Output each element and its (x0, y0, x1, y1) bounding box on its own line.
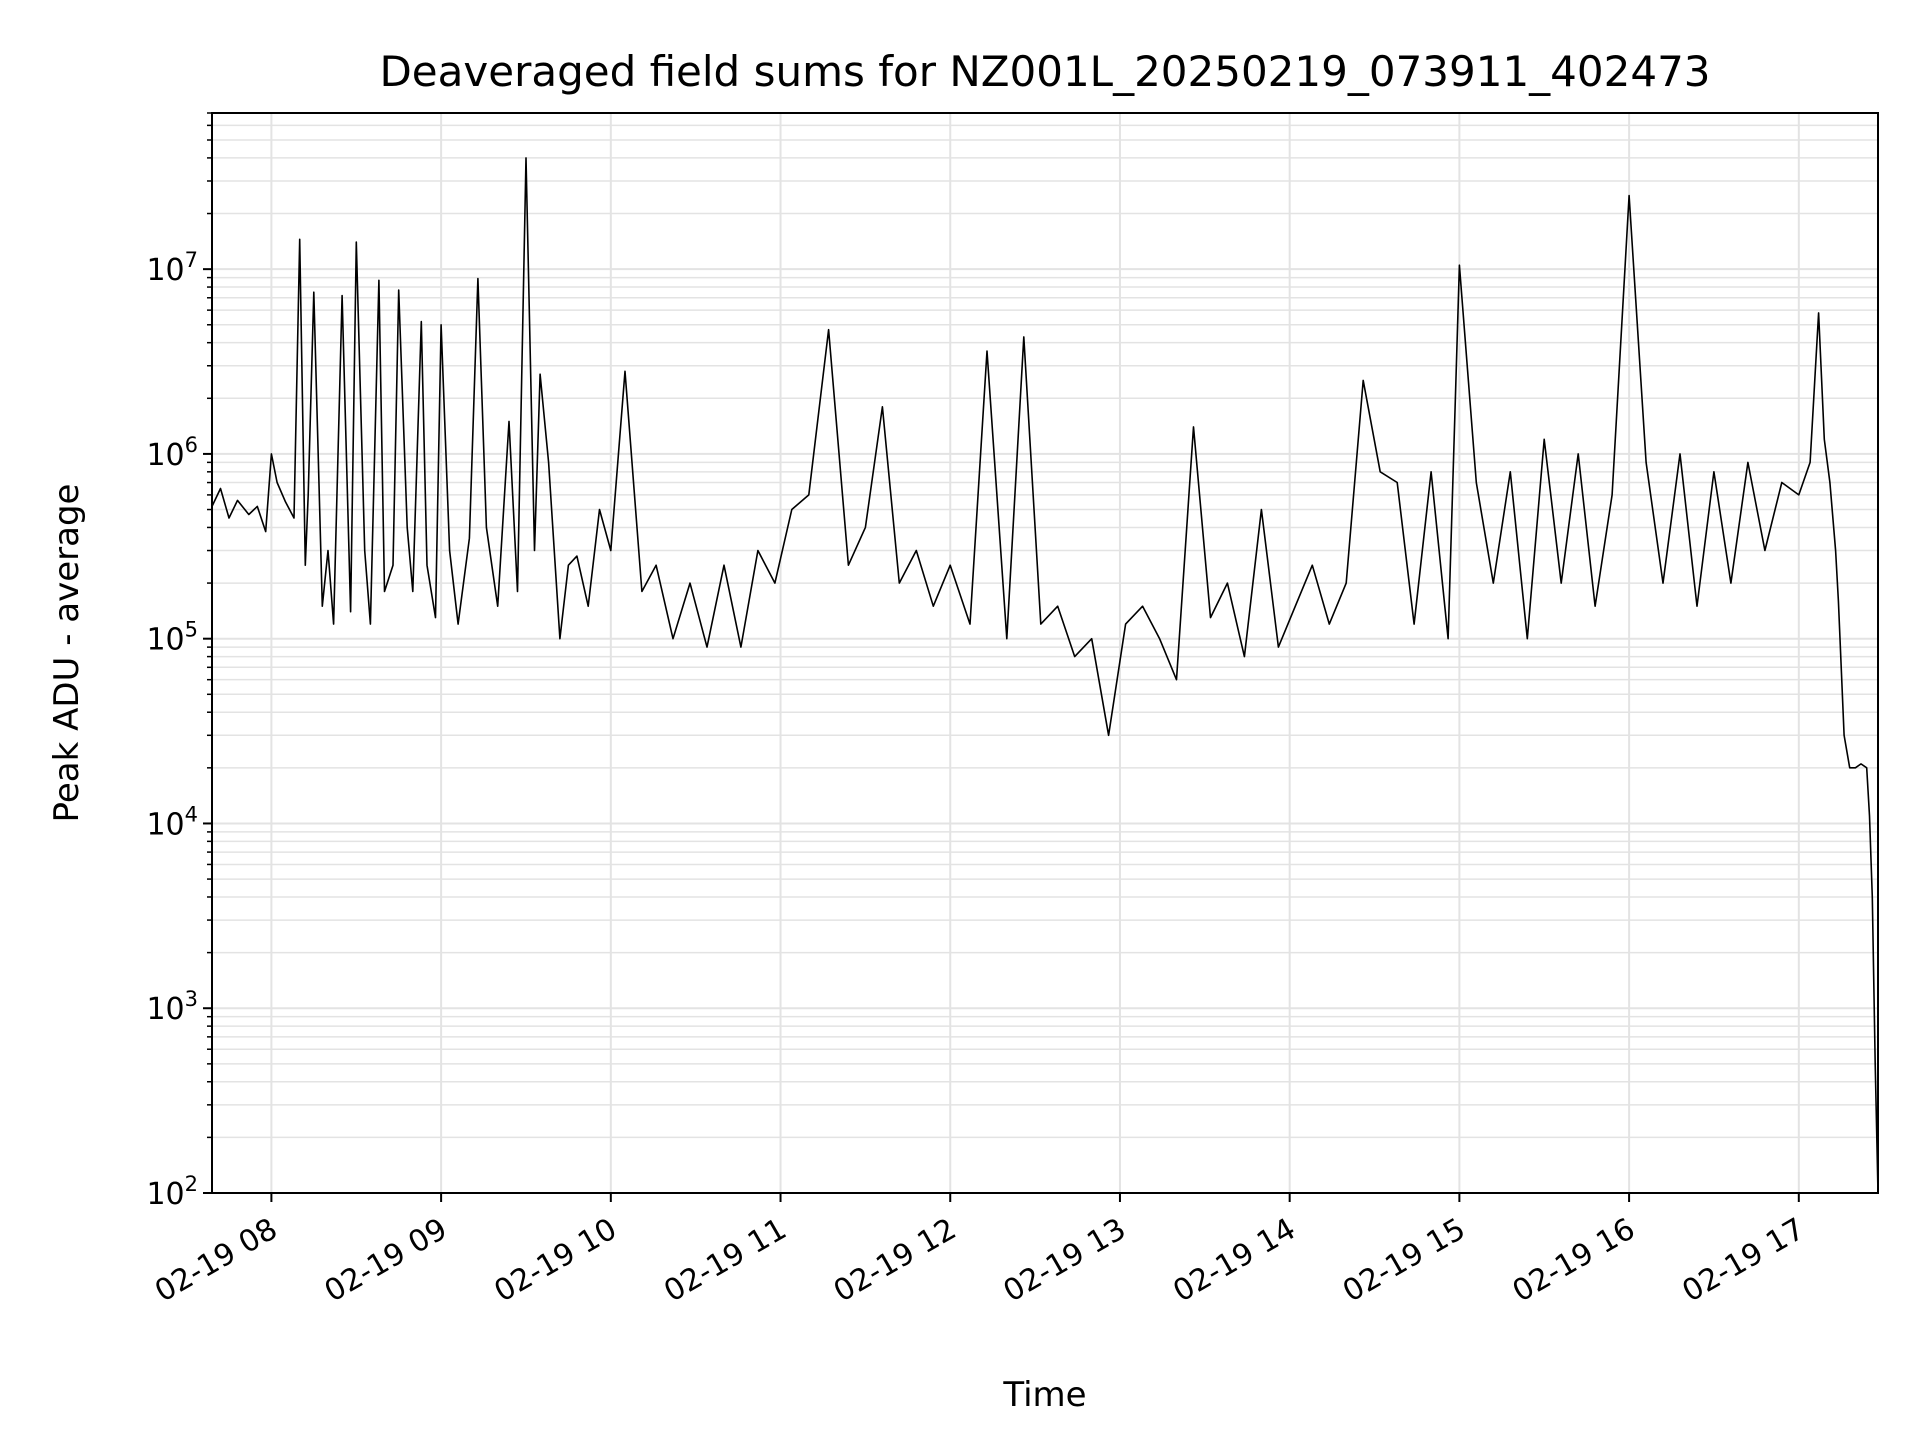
y-tick-label: 107 (146, 248, 198, 288)
x-axis-title: Time (1002, 1375, 1086, 1415)
series-line-0 (212, 157, 1878, 1193)
y-tick-label: 102 (146, 1172, 198, 1212)
y-axis-title: Peak ADU - average (47, 484, 87, 823)
plot-area (212, 157, 1878, 1193)
y-tick-label: 106 (146, 433, 198, 473)
y-tick-label: 105 (146, 618, 198, 658)
chart-title: Deaveraged field sums for NZ001L_2025021… (379, 47, 1710, 96)
y-axis: 102 103 104 105 106 107 (146, 112, 212, 1212)
y-tick-label: 103 (146, 987, 198, 1027)
y-tick-label: 104 (146, 802, 198, 842)
plot-frame (211, 112, 1879, 1194)
